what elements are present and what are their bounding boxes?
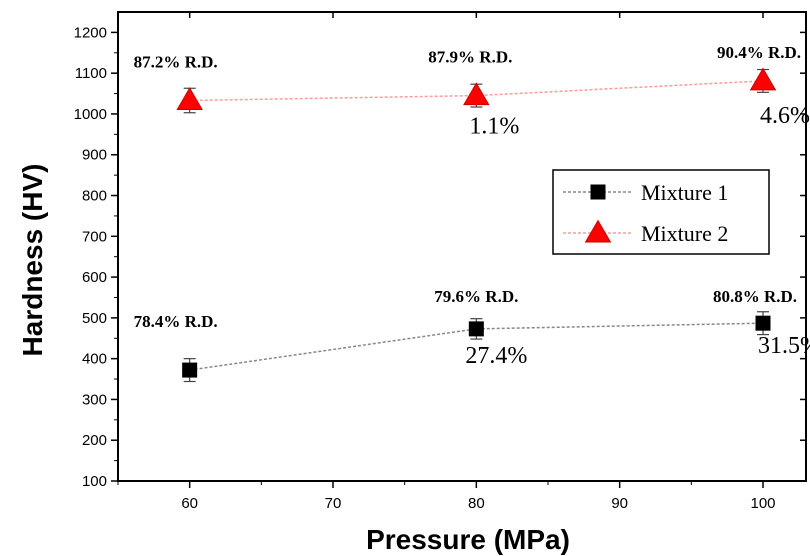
series-group (176, 67, 777, 383)
data-point (749, 67, 777, 91)
density-label: 79.6% R.D. (434, 287, 518, 306)
change-label: 31.5% (758, 333, 810, 359)
data-point (755, 315, 771, 331)
x-tick-label: 60 (181, 495, 198, 512)
y-tick-label: 500 (82, 310, 107, 327)
data-point (176, 87, 203, 110)
series-mixture-1 (182, 311, 771, 383)
change-label: 1.1% (469, 114, 519, 140)
legend-label: Mixture 2 (641, 221, 728, 246)
series-line (189, 322, 764, 371)
data-point (463, 82, 490, 106)
y-tick-label: 700 (82, 228, 107, 245)
y-tick-label: 300 (82, 391, 107, 408)
plot-frame (117, 11, 807, 482)
y-tick-label: 100 (82, 473, 107, 490)
legend-label: Mixture 1 (641, 180, 728, 205)
annotation-group: 78.4% R.D. 79.6% R.D. 27.4% 80.8% R.D. 31.5%… (134, 43, 810, 369)
y-tick-label: 1100 (75, 65, 107, 82)
data-point (590, 184, 606, 200)
y-tick-label: 400 (82, 351, 107, 368)
x-tick-label: 90 (611, 495, 628, 512)
x-axis-title: Pressure (MPa) (366, 524, 570, 555)
density-label: 80.8% R.D. (713, 287, 797, 306)
y-axis-title: Hardness (HV) (17, 164, 48, 357)
y-tick-label: 900 (82, 147, 107, 164)
y-tick-label: 1200 (74, 24, 107, 41)
y-tick-label: 1000 (74, 106, 107, 123)
data-point (584, 219, 612, 243)
data-point (182, 362, 198, 378)
y-tick-label: 600 (82, 269, 107, 286)
density-label: 90.4% R.D. (717, 43, 801, 62)
y-tick-label: 200 (82, 432, 107, 449)
series-mixture-2 (176, 67, 777, 114)
x-tick-label: 80 (468, 495, 485, 512)
density-label: 87.9% R.D. (428, 48, 512, 67)
legend: Mixture 1 Mixture 2 (552, 169, 770, 255)
data-point (468, 321, 484, 337)
x-tick-label: 100 (750, 495, 775, 512)
density-label: 87.2% R.D. (134, 52, 218, 71)
change-label: 4.6% (760, 103, 810, 129)
axes: 100 200 300 400 500 600 700 800 900 1000 1100 1200 6… (74, 11, 807, 512)
density-label: 78.4% R.D. (134, 312, 218, 331)
x-tick-label: 70 (325, 495, 342, 512)
y-tick-label: 800 (82, 188, 107, 205)
change-label: 27.4% (465, 343, 527, 369)
